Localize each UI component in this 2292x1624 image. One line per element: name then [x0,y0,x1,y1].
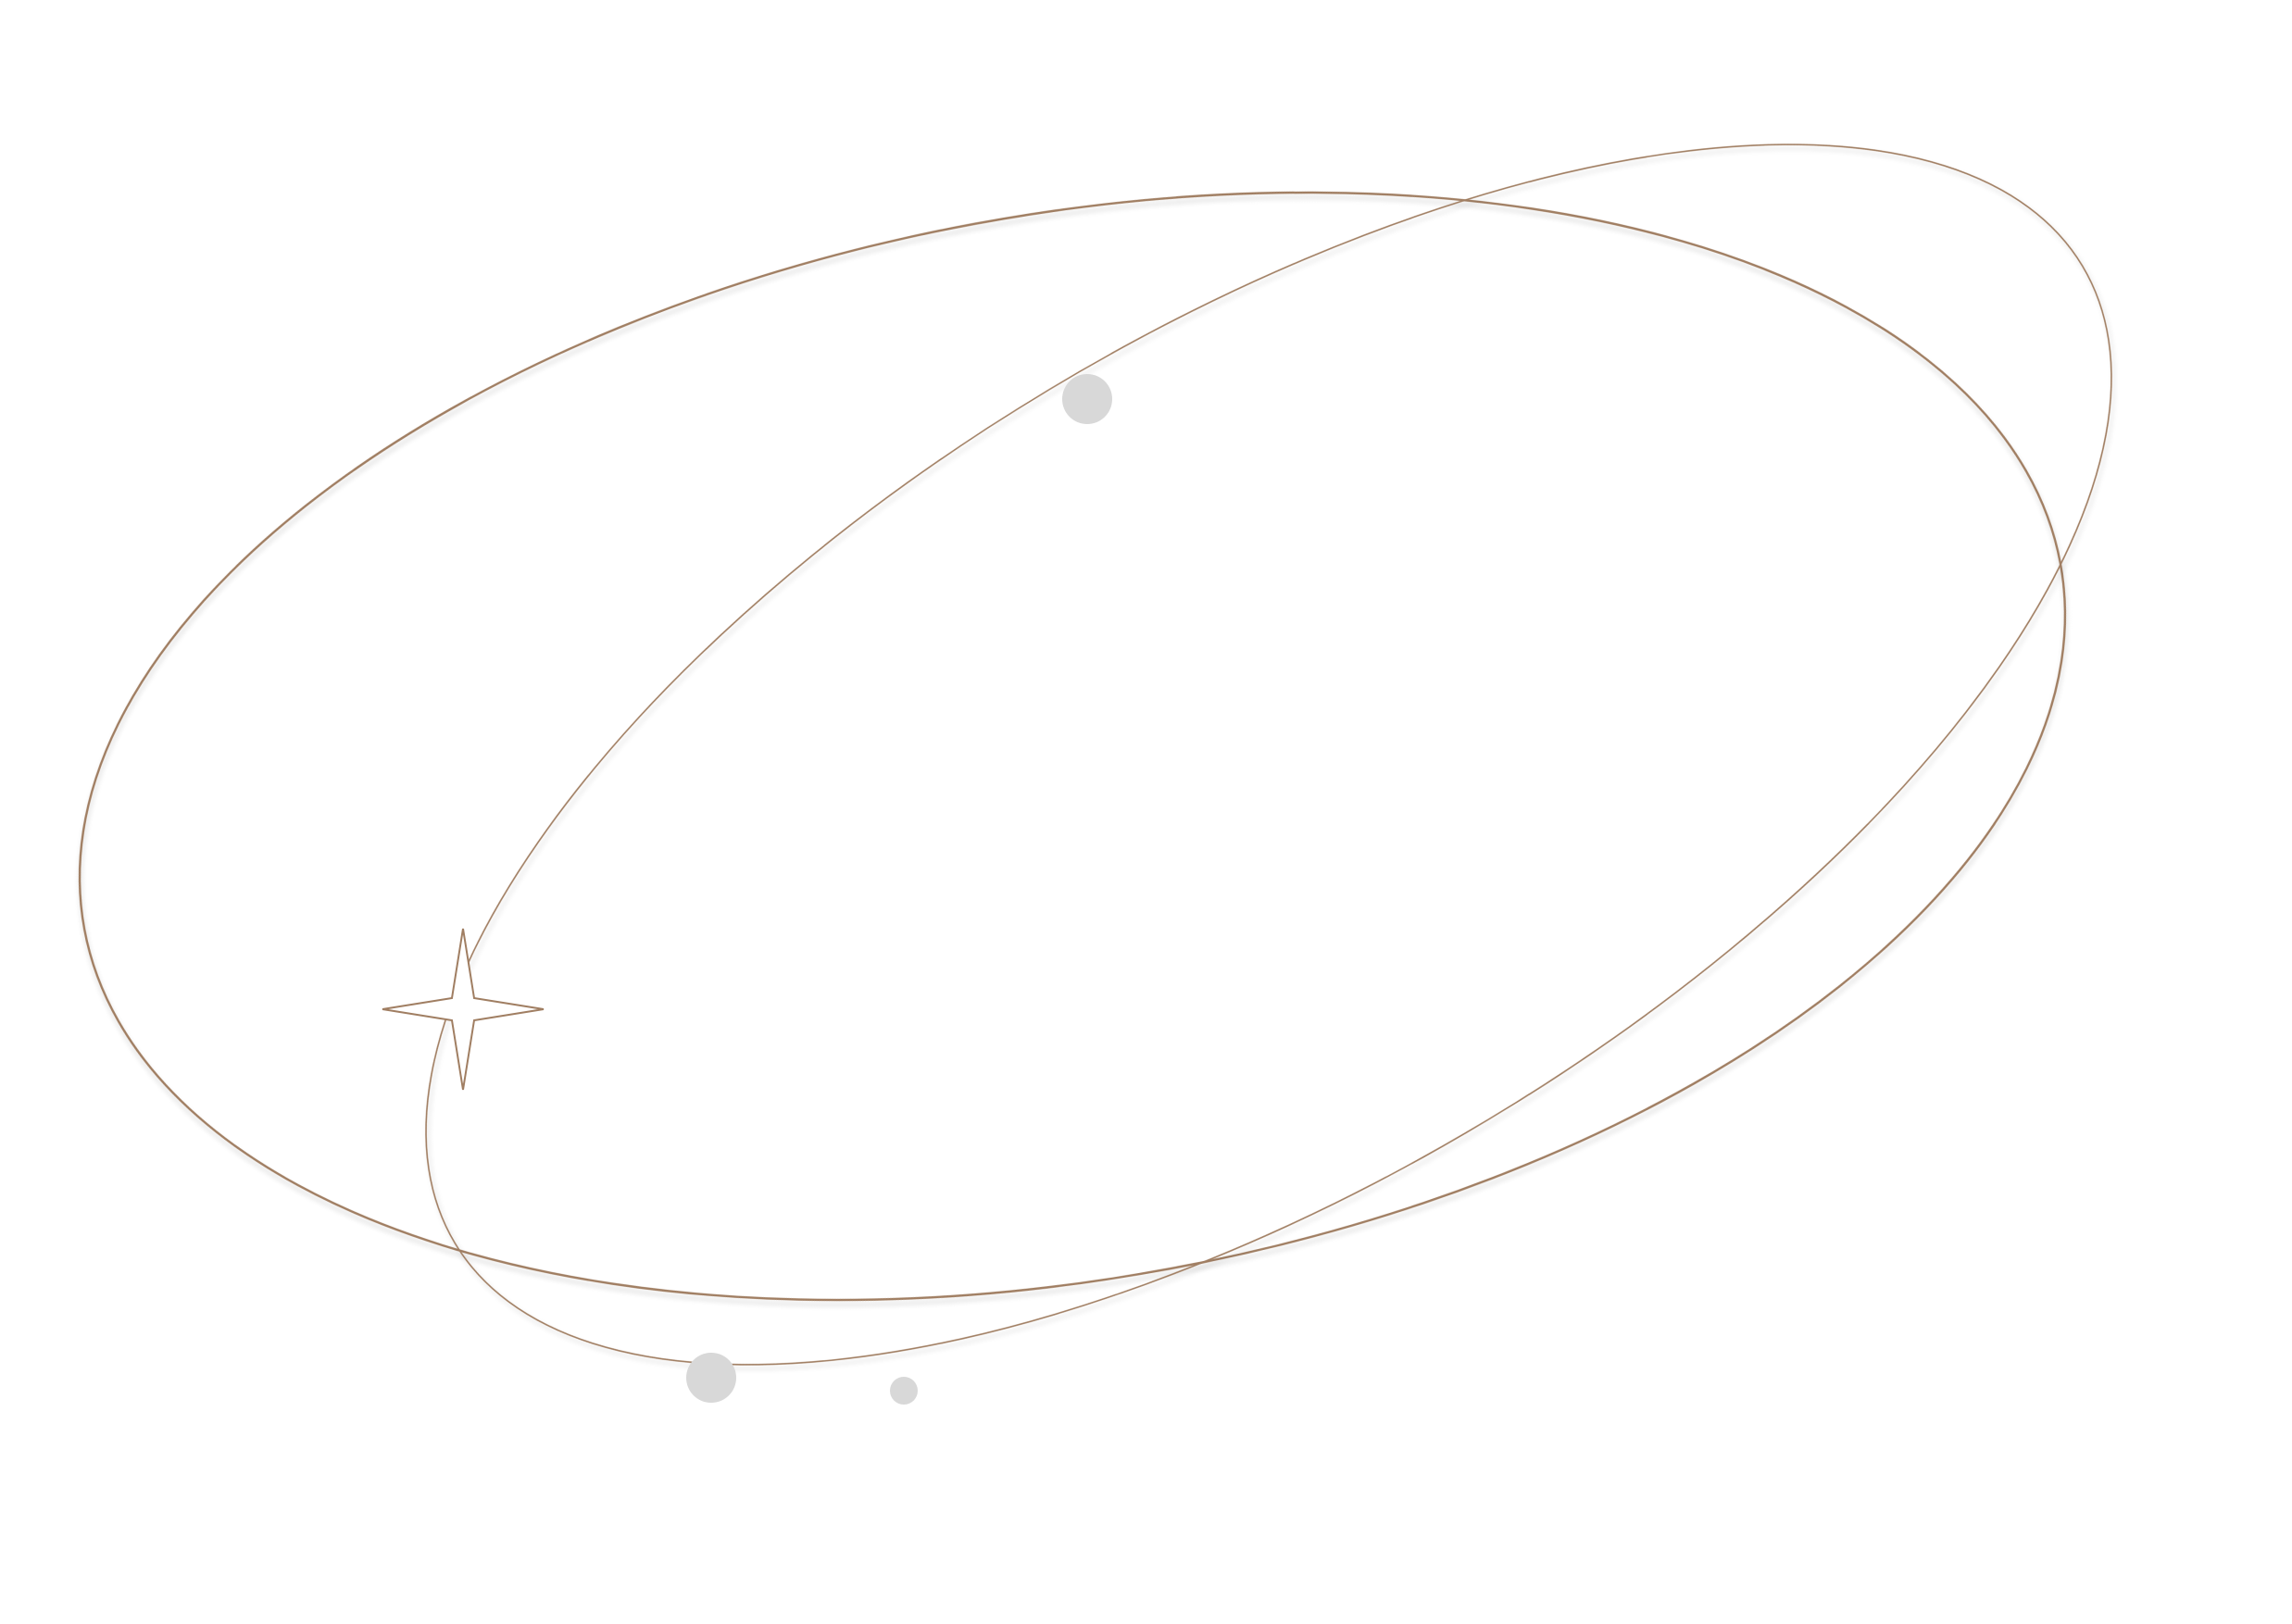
lower-left-dot [686,1353,736,1403]
lower-small-dot [890,1377,918,1405]
outer-orbit [78,191,2067,1302]
inner-orbit [425,144,2112,1366]
four-point-star-icon [382,928,545,1091]
upper-dot [1062,374,1112,424]
